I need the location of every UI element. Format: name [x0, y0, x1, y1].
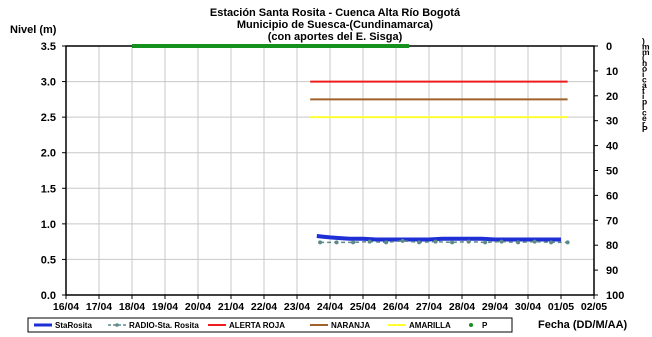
y-tick-label: 0.0	[41, 290, 56, 302]
y2-axis-label-char: i	[642, 91, 644, 101]
legend-label: ALERTA ROJA	[229, 321, 285, 330]
legend-label: P	[482, 321, 488, 330]
chart-title: Estación Santa Rosita - Cuenca Alta Río …	[210, 7, 461, 43]
legend: StaRosita RADIO-Sta. Rosita ALERTA ROJA NAR…	[27, 317, 513, 333]
data-point	[367, 239, 372, 244]
data-point	[532, 239, 537, 244]
x-tick-label: 29/04	[482, 301, 508, 313]
y2-tick-label: 0	[606, 41, 612, 53]
y2-axis-label-char: a	[642, 80, 647, 90]
x-axis-label: Fecha (DD/M/AA)	[538, 319, 628, 331]
x-tick-label: 23/04	[284, 301, 310, 313]
data-point	[516, 240, 521, 245]
x-tick-label: 21/04	[218, 301, 244, 313]
y2-tick-label: 50	[606, 166, 618, 178]
y-tick-label: 0.5	[41, 254, 56, 266]
y2-tick-label: 70	[606, 215, 618, 227]
y2-axis-label-char: n	[642, 58, 647, 68]
data-point	[499, 239, 504, 244]
data-point	[450, 240, 455, 245]
x-tick-label: 22/04	[251, 301, 277, 313]
data-point	[384, 240, 389, 245]
x-tick-label: 02/05	[581, 301, 607, 313]
y2-axis-label-char: c	[642, 108, 647, 118]
data-point	[433, 239, 438, 244]
plot-area: 0.0 0.5 1.0 1.5 2.0 2.5 3.0 3.5 0 10 20 30 40 50 60 70 8…	[41, 41, 625, 313]
title-line-2: Municipio de Suesca-(Cundinamarca)	[237, 19, 434, 31]
legend-label: AMARILLA	[409, 321, 451, 330]
legend-box	[27, 317, 513, 333]
series-line-radio-sta-rosita	[320, 240, 568, 244]
y2-tick-label: 10	[606, 66, 618, 78]
y2-axis-label-char: m	[642, 47, 650, 57]
y2-axis-label-char: ó	[642, 64, 647, 74]
y2-axis-label-char: r	[642, 119, 646, 129]
y2-axis-label-char: i	[642, 69, 644, 79]
y2-axis-label-char: P	[642, 124, 648, 134]
data-point	[417, 240, 422, 245]
x-tick-label: 19/04	[152, 301, 178, 313]
y2-tick-label: 90	[606, 265, 618, 277]
legend-label: RADIO-Sta. Rosita	[129, 321, 199, 330]
y2-axis-label-char: (	[642, 53, 645, 63]
series-line-starosita	[316, 234, 561, 242]
y2-axis-label-char: e	[642, 113, 647, 123]
title-line-3: (con aportes del E. Sisga)	[268, 31, 403, 43]
data-point	[483, 240, 488, 245]
y-tick-label: 1.5	[41, 183, 56, 195]
y2-axis-label-char: c	[642, 75, 647, 85]
data-point	[565, 240, 570, 245]
legend-swatch-marker	[115, 323, 119, 327]
y-axis-label: Nivel (m)	[10, 24, 57, 36]
y2-tick-label: 40	[606, 141, 618, 153]
y2-tick-label: 30	[606, 116, 618, 128]
x-tick-label: 24/04	[317, 301, 343, 313]
x-tick-label: 01/05	[548, 301, 574, 313]
x-tick-label: 20/04	[185, 301, 211, 313]
x-tick-label: 25/04	[350, 301, 376, 313]
y2-tick-label: 60	[606, 190, 618, 202]
y-tick-label: 3.0	[41, 77, 56, 89]
x-tick-label: 17/04	[86, 301, 112, 313]
x-tick-label: 28/04	[449, 301, 475, 313]
y2-tick-label: 80	[606, 240, 618, 252]
y-tick-label: 1.0	[41, 219, 56, 231]
y2-axis-label-char: m	[642, 42, 650, 52]
y2-tick-label: 20	[606, 91, 618, 103]
y2-axis-label-char: t	[642, 86, 645, 96]
x-tick-label: 27/04	[416, 301, 442, 313]
y2-axis-label-char: )	[642, 36, 645, 46]
x-tick-label: 18/04	[119, 301, 145, 313]
legend-label: NARANJA	[331, 321, 370, 330]
x-tick-label: 16/04	[53, 301, 79, 313]
title-line-1: Estación Santa Rosita - Cuenca Alta Río …	[210, 7, 461, 19]
legend-swatch	[469, 323, 473, 327]
data-point	[334, 240, 339, 245]
data-point	[318, 240, 323, 245]
y2-axis-label-char: p	[642, 97, 647, 107]
y2-tick-label: 100	[606, 290, 624, 302]
y-tick-label: 3.5	[41, 41, 56, 53]
y-tick-label: 2.0	[41, 148, 56, 160]
x-tick-label: 26/04	[383, 301, 409, 313]
data-point	[466, 239, 471, 244]
data-point	[549, 240, 554, 245]
y-tick-label: 2.5	[41, 112, 56, 124]
data-point	[351, 240, 356, 245]
data-point	[400, 238, 405, 243]
x-tick-label: 30/04	[515, 301, 541, 313]
legend-label: StaRosita	[55, 321, 92, 330]
y2-axis-label-char: i	[642, 102, 644, 112]
